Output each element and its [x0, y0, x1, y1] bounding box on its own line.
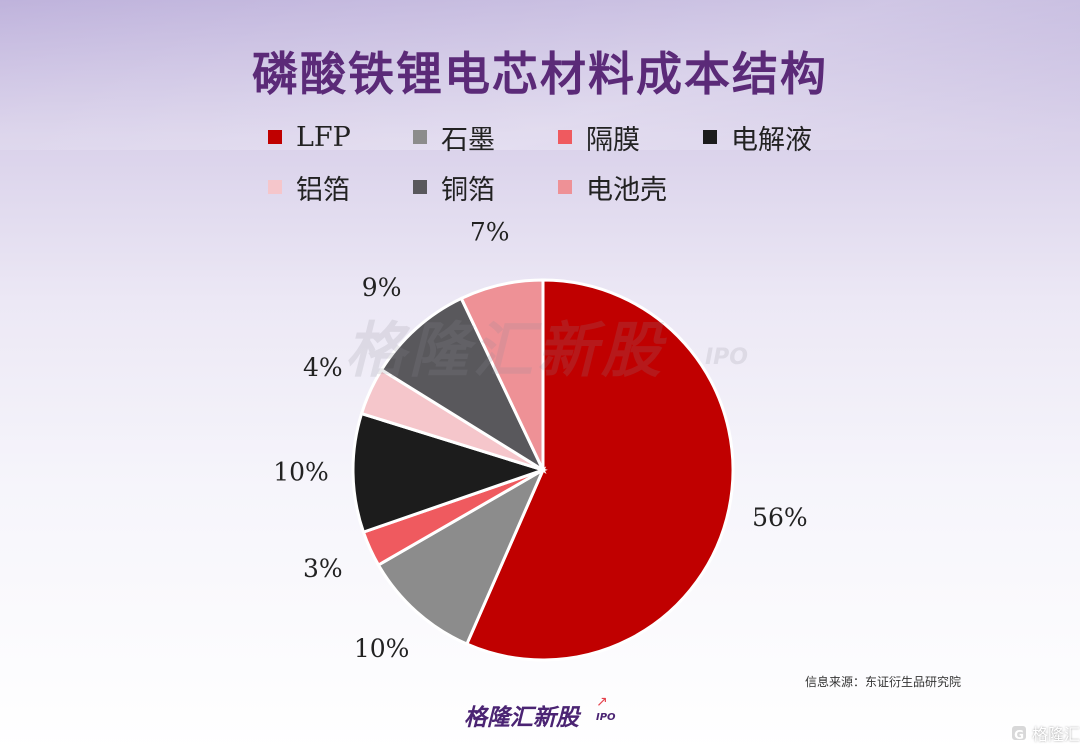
legend-swatch-aluminum-foil	[268, 180, 282, 194]
legend-item-copper-foil: 铜箔	[413, 172, 558, 206]
pie-label-graphite: 10%	[354, 634, 410, 663]
pie-label-lfp: 56%	[752, 503, 808, 532]
legend-label-lfp: LFP	[296, 121, 351, 153]
pie-slice-copper-foil	[379, 296, 547, 474]
brand-logo-icon: G	[1010, 724, 1028, 742]
legend-item-lfp: LFP	[268, 121, 413, 153]
footer-logo: 格隆汇新股	[464, 705, 579, 731]
legend-item-graphite: 石墨	[413, 122, 558, 156]
legend-item-aluminum-foil: 铝箔	[268, 172, 413, 206]
pie-label-copper-foil: 9%	[362, 273, 402, 302]
legend-swatch-copper-foil	[413, 180, 427, 194]
legend-swatch-graphite	[413, 130, 427, 144]
legend-label-separator: 隔膜	[586, 124, 640, 156]
corner-brand: G 格隆汇	[1010, 722, 1080, 744]
legend-item-battery-case: 电池壳	[558, 172, 703, 206]
legend-item-electrolyte: 电解液	[703, 122, 888, 156]
legend-label-graphite: 石墨	[441, 124, 495, 156]
legend-swatch-lfp	[268, 130, 282, 144]
legend-swatch-battery-case	[558, 180, 572, 194]
pie-label-battery-case: 7%	[470, 217, 510, 246]
footer-ipo: IPO	[596, 712, 616, 723]
legend-swatch-electrolyte	[703, 130, 717, 144]
chart-legend: LFP 石墨 隔膜 电解液 铝箔 铜箔 电池壳	[268, 121, 888, 206]
pie-label-electrolyte: 10%	[273, 457, 329, 486]
pie-slice-electrolyte	[351, 411, 548, 535]
pie-slice-lfp	[464, 278, 735, 662]
legend-label-battery-case: 电池壳	[586, 174, 667, 206]
legend-label-aluminum-foil: 铝箔	[296, 174, 350, 206]
legend-item-separator: 隔膜	[558, 122, 703, 156]
legend-swatch-separator	[558, 130, 572, 144]
source-note: 信息来源：东证衍生品研究院	[805, 675, 962, 689]
pie-label-separator: 3%	[303, 554, 343, 583]
pie-slice-graphite	[376, 466, 547, 647]
watermark: 格隆汇新股	[345, 316, 665, 386]
footer-arrow-icon: ↗	[596, 694, 608, 710]
corner-brand-text: 格隆汇	[1032, 725, 1080, 744]
watermark-ipo: IPO	[705, 345, 749, 370]
pie-label-aluminum-foil: 4%	[303, 353, 343, 382]
pie-slice-battery-case	[459, 278, 545, 471]
legend-label-electrolyte: 电解液	[731, 124, 812, 156]
header-banner	[0, 0, 1080, 150]
legend-label-copper-foil: 铜箔	[441, 174, 495, 206]
chart-title: 磷酸铁锂电芯材料成本结构	[252, 47, 828, 101]
